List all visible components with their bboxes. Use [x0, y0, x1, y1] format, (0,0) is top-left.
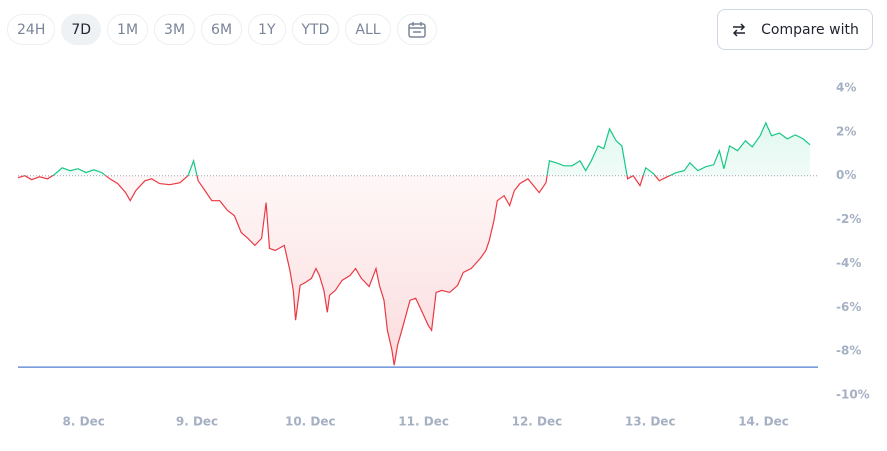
y-tick-label: -8%	[836, 344, 861, 358]
range-button[interactable]: 7D	[61, 14, 102, 45]
x-tick-label: 10. Dec	[285, 415, 336, 429]
range-toolbar: 24H 7D 1M 3M 6M 1Y YTD ALL	[7, 14, 437, 45]
compare-button[interactable]: Compare with	[717, 9, 873, 50]
x-tick-label: 11. Dec	[398, 415, 449, 429]
calendar-button[interactable]	[396, 14, 437, 45]
price-line	[17, 121, 811, 366]
y-tick-label: 4%	[836, 81, 856, 95]
x-tick-label: 12. Dec	[512, 415, 563, 429]
range-button[interactable]: 24H	[7, 14, 56, 45]
y-tick-label: -6%	[836, 300, 861, 314]
range-button[interactable]: 1Y	[248, 14, 286, 45]
x-tick-label: 8. Dec	[63, 415, 105, 429]
y-tick-label: 2%	[836, 124, 856, 138]
x-tick-label: 13. Dec	[625, 415, 676, 429]
range-button[interactable]: ALL	[345, 14, 391, 45]
y-tick-label: 0%	[836, 168, 856, 182]
calendar-icon	[407, 21, 426, 38]
compare-label: Compare with	[761, 21, 859, 38]
x-tick-label: 9. Dec	[176, 415, 218, 429]
y-tick-label: -4%	[836, 256, 861, 270]
range-button[interactable]: YTD	[291, 14, 340, 45]
x-tick-label: 14. Dec	[738, 415, 789, 429]
chart: 4% 2% 0% -2% -4% -6% -8% -10% 8. Dec 9. Dec 10. De…	[17, 81, 870, 429]
y-tick-label: -2%	[836, 212, 861, 226]
range-button[interactable]: 3M	[154, 14, 196, 45]
range-button[interactable]: 6M	[201, 14, 243, 45]
swap-icon	[733, 22, 746, 37]
y-tick-label: -10%	[836, 388, 870, 402]
range-button[interactable]: 1M	[107, 14, 149, 45]
area	[18, 122, 810, 366]
